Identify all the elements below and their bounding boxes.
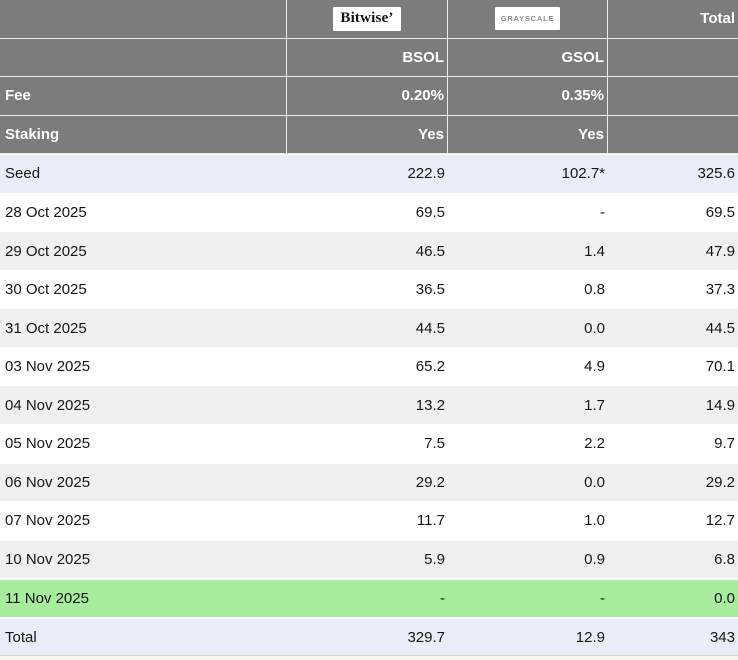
row-label: 30 Oct 2025 <box>5 281 87 299</box>
gsol-value: 0.0 <box>584 319 605 337</box>
ticker-row-empty-label <box>0 38 287 77</box>
bsol-value: - <box>440 589 445 607</box>
grayscale-logo-cell: GRAYSCALE <box>448 0 608 38</box>
bsol-fee: 0.20% <box>287 77 448 115</box>
table-row-05-nov-2025: 05 Nov 2025 7.5 2.2 9.7 <box>0 424 738 463</box>
staking-row: Staking Yes Yes <box>0 115 738 155</box>
table-row-31-oct-2025: 31 Oct 2025 44.5 0.0 44.5 <box>0 308 738 347</box>
total-value: 44.5 <box>705 319 735 337</box>
staking-label: Staking <box>0 115 287 154</box>
gsol-staking: Yes <box>448 115 608 154</box>
fee-label: Fee <box>0 77 287 115</box>
bsol-value: 69.5 <box>415 204 445 221</box>
gsol-value: 0.9 <box>584 550 605 568</box>
total-value: 47.9 <box>705 242 735 260</box>
ticker-row-empty-total <box>608 39 738 77</box>
bsol-value: 5.9 <box>424 550 445 568</box>
total-value: 0.0 <box>714 589 735 607</box>
table-row-seed: Seed 222.9 102.7* 325.6 <box>0 154 738 193</box>
bsol-value: 65.2 <box>415 358 445 376</box>
gsol-ticker: GSOL <box>448 38 608 77</box>
corner-empty-cell <box>0 0 287 38</box>
gsol-total-value: 12.9 <box>575 628 605 646</box>
row-label: 04 Nov 2025 <box>5 396 91 414</box>
gsol-value: 102.7* <box>561 165 605 183</box>
total-value: 37.3 <box>705 281 735 299</box>
bsol-value: 29.2 <box>415 473 445 491</box>
total-value: 29.2 <box>705 473 735 491</box>
gsol-value: 0.8 <box>584 281 605 299</box>
total-value: 325.6 <box>697 165 735 183</box>
table-row-30-oct-2025: 30 Oct 2025 36.5 0.8 37.3 <box>0 269 738 309</box>
total-column-header: Total <box>700 10 735 28</box>
ticker-row: BSOL GSOL <box>0 38 738 78</box>
row-label: Total <box>5 628 37 646</box>
row-label: 07 Nov 2025 <box>5 512 91 530</box>
table-row-03-nov-2025: 03 Nov 2025 65.2 4.9 70.1 <box>0 346 738 386</box>
row-label: 11 Nov 2025 <box>5 589 89 607</box>
row-label: 05 Nov 2025 <box>5 435 91 453</box>
row-label: 29 Oct 2025 <box>5 242 87 260</box>
table-row-28-oct-2025: 28 Oct 2025 69.5 - 69.5 <box>0 192 738 232</box>
gsol-value: 1.7 <box>584 396 605 414</box>
table-row-total: Total 329.7 12.9 343 <box>0 616 738 656</box>
row-label: 03 Nov 2025 <box>5 358 91 376</box>
total-value: 6.8 <box>714 550 735 568</box>
table-row-11-nov-2025-highlighted: 11 Nov 2025 - - 0.0 <box>0 578 738 617</box>
gsol-fee: 0.35% <box>448 77 608 115</box>
table-row-29-oct-2025: 29 Oct 2025 46.5 1.4 47.9 <box>0 231 738 270</box>
gsol-value: 1.0 <box>584 512 605 530</box>
table-row-10-nov-2025: 10 Nov 2025 5.9 0.9 6.8 <box>0 539 738 579</box>
table-row-07-nov-2025: 07 Nov 2025 11.7 1.0 12.7 <box>0 501 738 540</box>
gsol-value: 0.0 <box>584 473 605 491</box>
bitwise-logo: Bitwise’ <box>333 6 401 31</box>
gsol-value: 2.2 <box>584 435 605 453</box>
bsol-total-value: 329.7 <box>407 628 445 646</box>
total-value: 69.5 <box>705 204 735 221</box>
cutoff-next-row-strip <box>0 655 738 660</box>
table-row-04-nov-2025: 04 Nov 2025 13.2 1.7 14.9 <box>0 385 738 425</box>
row-label: 31 Oct 2025 <box>5 319 87 337</box>
total-value: 70.1 <box>705 358 735 376</box>
total-value: 12.7 <box>705 512 735 530</box>
gsol-value: 4.9 <box>584 358 605 376</box>
bsol-value: 13.2 <box>415 396 445 414</box>
bitwise-logo-cell: Bitwise’ <box>287 0 448 38</box>
gsol-value: 1.4 <box>584 242 605 260</box>
gsol-value: - <box>600 204 605 221</box>
row-label: 28 Oct 2025 <box>5 204 87 221</box>
fee-row: Fee 0.20% 0.35% <box>0 77 738 116</box>
bsol-value: 36.5 <box>415 281 445 299</box>
bsol-value: 46.5 <box>415 242 445 260</box>
bsol-value: 44.5 <box>415 319 445 337</box>
fee-row-empty-total <box>608 77 738 115</box>
row-label: 06 Nov 2025 <box>5 473 91 491</box>
row-label: 10 Nov 2025 <box>5 550 91 568</box>
total-value: 14.9 <box>705 396 735 414</box>
bsol-value: 11.7 <box>416 512 445 530</box>
grand-total-value: 343 <box>709 628 735 646</box>
row-label: Seed <box>5 165 41 183</box>
grayscale-logo: GRAYSCALE <box>494 7 561 31</box>
gsol-value: - <box>600 589 605 607</box>
bsol-value: 7.5 <box>424 435 445 453</box>
bsol-value: 222.9 <box>407 165 445 183</box>
bsol-staking: Yes <box>287 115 448 154</box>
staking-row-empty-total <box>608 116 738 154</box>
bsol-ticker: BSOL <box>287 38 448 77</box>
table-row-06-nov-2025: 06 Nov 2025 29.2 0.0 29.2 <box>0 462 738 502</box>
total-value: 9.7 <box>714 435 735 453</box>
provider-logo-row: Bitwise’ GRAYSCALE Total <box>0 0 738 39</box>
